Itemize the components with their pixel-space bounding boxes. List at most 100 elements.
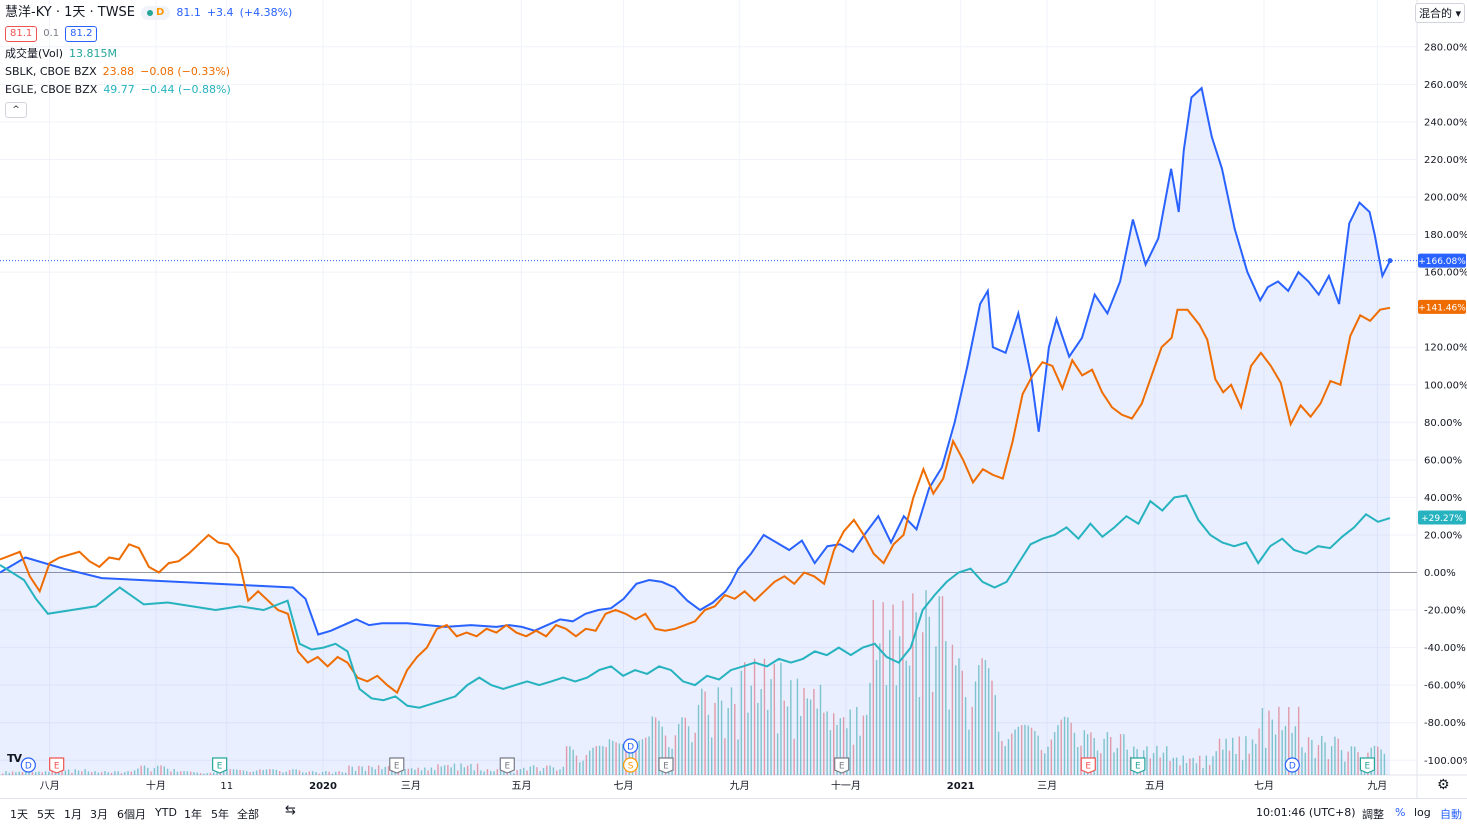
dividend-marker-icon[interactable]	[1284, 757, 1300, 773]
volume-bar	[994, 695, 996, 775]
volume-bar	[582, 760, 584, 775]
volume-bar	[265, 769, 268, 775]
scale-mode-select[interactable]: 混合的 ▾	[1414, 3, 1465, 23]
earnings-marker-icon[interactable]	[834, 757, 850, 774]
earnings-marker-icon[interactable]	[1080, 757, 1096, 774]
split-marker-icon[interactable]	[622, 757, 639, 773]
x-tick-label: 2020	[309, 781, 337, 792]
egle-series-line[interactable]	[0, 494, 1391, 709]
volume-bar	[602, 746, 604, 775]
volume-value: 13.815M	[69, 47, 118, 60]
dividend-marker-icon[interactable]	[20, 757, 36, 773]
dividend-marker-icon[interactable]	[622, 738, 639, 754]
chevron-up-icon[interactable]: ^	[5, 102, 27, 118]
volume-bar	[1182, 755, 1184, 775]
range-ytd[interactable]: YTD	[155, 806, 177, 819]
volume-bar	[503, 771, 505, 775]
compare-sblk-value: 23.88	[102, 65, 135, 78]
main-series-line[interactable]	[0, 86, 1391, 636]
volume-bar	[1307, 737, 1310, 775]
y-tick-label: -100.00%	[1424, 756, 1467, 767]
tradingview-logo[interactable]: TV	[7, 752, 22, 765]
volume-bar	[249, 771, 251, 775]
volume-bar	[734, 703, 736, 775]
range-5y[interactable]: 5年	[211, 808, 229, 821]
percent-scale-button[interactable]: %	[1395, 806, 1406, 819]
range-all[interactable]: 全部	[237, 808, 259, 821]
volume-bar	[81, 771, 83, 775]
volume-bar	[137, 768, 139, 775]
earnings-marker-icon[interactable]	[658, 757, 674, 774]
volume-bar	[674, 735, 677, 775]
volume-bar	[1238, 736, 1241, 775]
event-marker-label: E	[394, 762, 400, 772]
volume-bar	[124, 772, 126, 775]
volume-bar	[928, 616, 931, 775]
volume-bar	[1228, 750, 1231, 775]
volume-bar	[1317, 744, 1320, 775]
range-1y[interactable]: 1年	[184, 808, 202, 821]
volume-bar	[908, 665, 911, 775]
volume-bar	[1288, 706, 1290, 775]
compare-egle-label[interactable]: EGLE, CBOE BZX	[5, 83, 98, 96]
market-status-pill[interactable]: D	[141, 6, 171, 20]
volume-bar	[1034, 730, 1036, 775]
volume-bar	[437, 764, 439, 775]
adjust-button[interactable]: 調整	[1362, 808, 1384, 821]
clock[interactable]: 10:01:46 (UTC+8)	[1256, 806, 1356, 819]
sblk-series-line[interactable]	[0, 306, 1391, 695]
volume-bar	[572, 749, 574, 775]
volume-bar	[1090, 732, 1092, 775]
volume-bar	[889, 630, 891, 775]
auto-scale-button[interactable]: 自動	[1440, 808, 1462, 821]
volume-label[interactable]: 成交量(Vol)	[5, 47, 64, 60]
volume-bar	[1185, 763, 1188, 775]
volume-bar	[793, 738, 795, 775]
volume-bar	[302, 772, 304, 775]
range-5d[interactable]: 5天	[37, 808, 55, 821]
y-tick-label: 20.00%	[1424, 530, 1462, 541]
chart-legend: 慧洋-KY · 1天 · TWSE D 81.1 +3.4 (+4.38%) 8…	[5, 4, 292, 118]
volume-bar	[575, 755, 578, 775]
volume-bar	[209, 772, 212, 775]
last-value-dot	[1387, 258, 1393, 264]
volume-bar	[987, 668, 990, 775]
ask-button[interactable]: 81.2	[65, 26, 98, 42]
main-series-area	[0, 88, 1390, 776]
compare-sblk-label[interactable]: SBLK, CBOE BZX	[5, 65, 97, 78]
log-scale-button[interactable]: log	[1414, 806, 1431, 819]
volume-bar	[404, 769, 406, 775]
earnings-marker-icon[interactable]	[499, 757, 515, 774]
range-1m[interactable]: 1月	[64, 808, 82, 821]
volume-bar	[945, 641, 947, 775]
volume-bar	[246, 771, 248, 775]
earnings-marker-icon[interactable]	[212, 757, 228, 774]
volume-bar	[879, 643, 881, 775]
volume-bar	[1383, 753, 1386, 775]
y-tick-label: 0.00%	[1424, 568, 1456, 579]
symbol-title[interactable]: 慧洋-KY · 1天 · TWSE	[5, 5, 136, 20]
range-6m[interactable]: 6個月	[117, 808, 146, 821]
volume-bar	[1007, 739, 1010, 775]
volume-bar	[1175, 757, 1178, 775]
bid-button[interactable]: 81.1	[5, 26, 38, 42]
volume-bar	[232, 769, 235, 775]
event-marker-label: E	[504, 762, 510, 772]
volume-bar	[691, 742, 693, 775]
range-1d[interactable]: 1天	[10, 808, 28, 821]
earnings-marker-icon[interactable]	[1130, 757, 1146, 774]
range-3m[interactable]: 3月	[90, 808, 108, 821]
event-marker-label: E	[217, 762, 223, 772]
earnings-marker-icon[interactable]	[1359, 757, 1376, 774]
volume-bar	[1169, 760, 1171, 775]
last-price: 81.1	[176, 6, 201, 19]
earnings-marker-icon[interactable]	[389, 757, 405, 774]
earnings-marker-icon[interactable]	[49, 757, 65, 774]
date-range-icon[interactable]: ⇆	[285, 803, 296, 818]
volume-bar	[1347, 751, 1349, 775]
volume-bar	[519, 769, 522, 775]
gear-icon[interactable]: ⚙	[1437, 777, 1450, 793]
volume-bar	[463, 767, 466, 775]
volume-bar	[279, 771, 281, 775]
